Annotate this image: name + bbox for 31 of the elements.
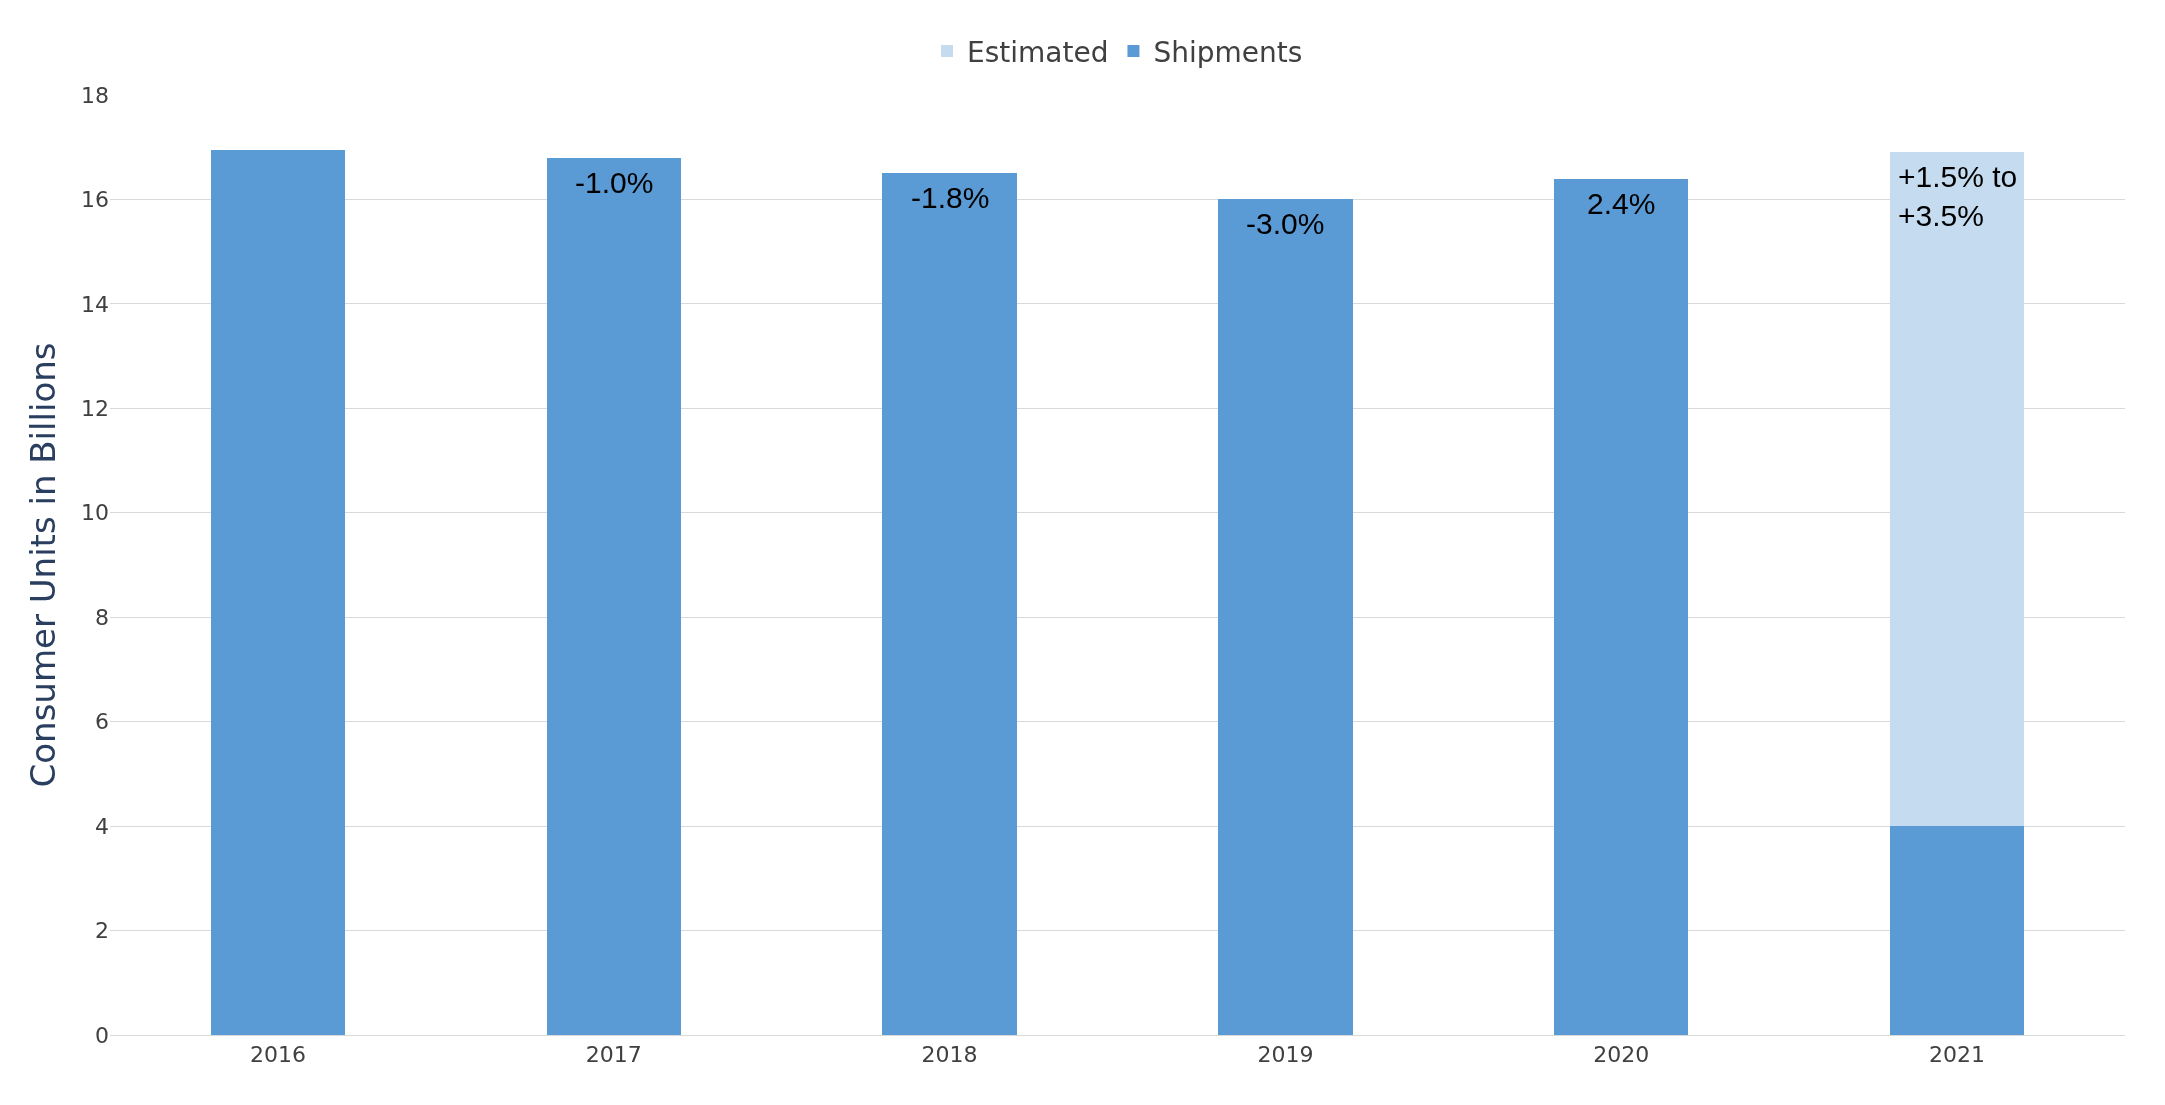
y-tick-label: 10 — [81, 500, 109, 526]
y-tick-label: 0 — [95, 1022, 109, 1048]
y-tick-label: 12 — [81, 396, 109, 422]
y-tick-label: 18 — [81, 82, 109, 108]
y-tick-label: 2 — [95, 918, 109, 944]
x-tick-label: 2020 — [1593, 1042, 1650, 1068]
bar — [210, 149, 346, 1035]
x-tick-label: 2017 — [585, 1042, 642, 1068]
annotation: 2.4% — [1587, 187, 1656, 220]
annotation: -1.8% — [911, 181, 990, 214]
annotation: -1.0% — [575, 166, 654, 199]
bar — [546, 157, 681, 1035]
x-tick-label: 2019 — [1257, 1042, 1314, 1068]
bar — [882, 173, 1017, 1035]
legend-label: Shipments — [1153, 35, 1303, 69]
bar — [1889, 152, 2025, 827]
legend-label: Estimated — [967, 35, 1109, 69]
bar — [1218, 199, 1353, 1035]
y-tick-label: 16 — [81, 187, 109, 213]
annotation: -3.0% — [1246, 207, 1325, 240]
bar — [1554, 178, 1689, 1035]
y-tick-label: 4 — [95, 813, 109, 839]
x-tick-label: 2018 — [921, 1042, 978, 1068]
y-tick-label: 8 — [95, 604, 109, 630]
y-axis-title: Consumer Units in Billions — [22, 342, 63, 788]
bar — [1889, 826, 2025, 1035]
y-tick-label: 6 — [95, 709, 109, 735]
x-tick-label: 2021 — [1929, 1042, 1986, 1068]
y-tick-label: 14 — [81, 291, 109, 317]
x-tick-label: 2016 — [249, 1042, 306, 1068]
annotation: +1.5% to +3.5% — [1898, 160, 2018, 232]
